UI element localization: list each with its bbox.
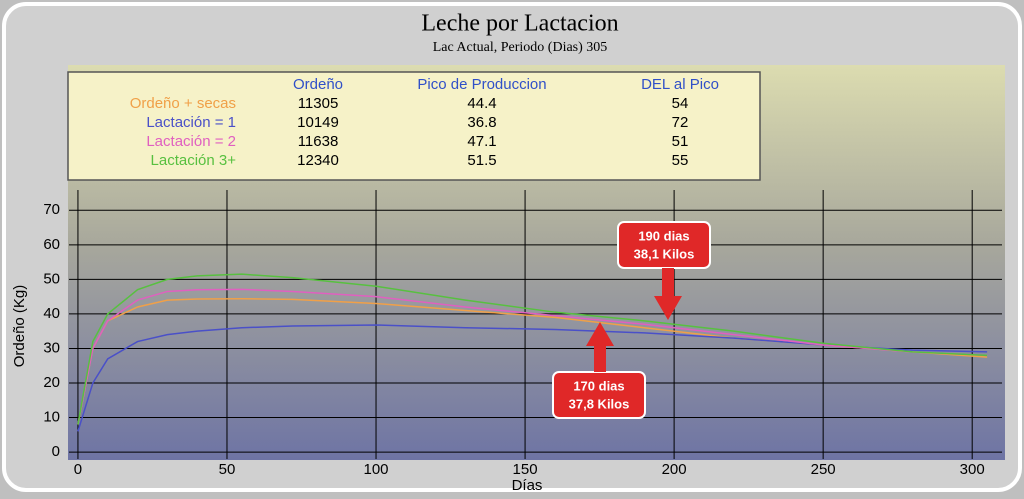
x-axis-label: Días — [512, 477, 543, 494]
callout-text: 38,1 Kilos — [634, 246, 695, 261]
legend-label: Ordeño + secas — [130, 95, 236, 112]
table-header: DEL al Pico — [641, 76, 719, 93]
table-cell: 11638 — [298, 133, 339, 150]
table-cell: 72 — [672, 114, 689, 131]
x-tick-label: 300 — [960, 461, 985, 478]
table-header: Pico de Produccion — [417, 76, 546, 93]
table-cell: 12340 — [297, 152, 339, 169]
y-tick-label: 50 — [43, 270, 60, 287]
table-cell: 55 — [672, 152, 689, 169]
callout-text: 37,8 Kilos — [569, 396, 630, 411]
y-tick-label: 30 — [43, 339, 60, 356]
x-tick-label: 200 — [662, 461, 687, 478]
y-tick-label: 0 — [52, 443, 60, 460]
y-tick-label: 20 — [43, 374, 60, 391]
chart-subtitle: Lac Actual, Periodo (Dias) 305 — [433, 40, 608, 55]
table-cell: 51 — [672, 133, 689, 150]
legend-label: Lactación 3+ — [151, 152, 237, 169]
table-cell: 10149 — [297, 114, 339, 131]
y-tick-label: 10 — [43, 409, 60, 426]
legend-label: Lactación = 2 — [146, 133, 236, 150]
y-tick-label: 70 — [43, 201, 60, 218]
x-tick-label: 0 — [74, 461, 82, 478]
legend-label: Lactación = 1 — [146, 114, 236, 131]
table-cell: 36.8 — [467, 114, 496, 131]
summary-table — [67, 71, 761, 181]
arrow — [654, 268, 682, 320]
callout-text: 190 dias — [638, 228, 689, 243]
chart-title: Leche por Lactacion — [421, 11, 618, 37]
x-tick-label: 50 — [219, 461, 236, 478]
table-cell: 47.1 — [467, 133, 496, 150]
arrow — [586, 322, 614, 372]
series-line — [77, 288, 988, 425]
x-tick-label: 100 — [364, 461, 389, 478]
table-cell: 51.5 — [467, 152, 496, 169]
series-line — [77, 273, 988, 425]
table-cell: 11305 — [298, 95, 339, 112]
y-tick-label: 40 — [43, 305, 60, 322]
plot: 0 10 20 30 40 50 60 70 0 50 100 150 200 250 300 — [43, 190, 1002, 478]
callout: 170 dias 37,8 Kilos — [552, 322, 646, 419]
y-axis-label: Ordeño (Kg) — [11, 285, 28, 368]
x-tick-label: 250 — [811, 461, 836, 478]
table: Ordeño Pico de Produccion DEL al Pico Ordeñ… — [130, 76, 719, 169]
y-tick-label: 60 — [43, 236, 60, 253]
x-tick-label: 150 — [513, 461, 538, 478]
callout-text: 170 dias — [573, 378, 624, 393]
series-line — [77, 324, 988, 432]
callout: 190 dias 38,1 Kilos — [617, 221, 711, 320]
table-header: Ordeño — [293, 76, 343, 93]
table-cell: 54 — [672, 95, 689, 112]
table-cell: 44.4 — [467, 95, 496, 112]
